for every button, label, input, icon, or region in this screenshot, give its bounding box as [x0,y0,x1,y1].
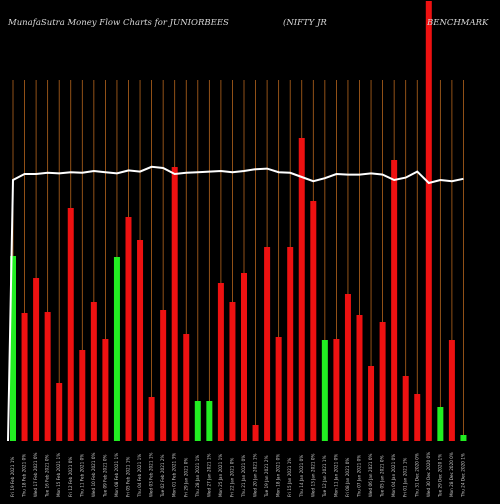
money-flow-bar [102,339,109,441]
chart-title-symbol: (NIFTY JR [283,18,327,28]
money-flow-bar [368,366,375,441]
x-tick-label: Tue 05 Jan 2021 0% [380,455,385,498]
money-flow-bar [90,302,97,441]
money-flow-bar [67,208,74,441]
money-flow-bar [113,257,120,441]
x-tick-label: Mon 15 Feb 2021 1% [56,453,61,497]
x-tick-label: Mon 04 Jan 2021 0% [391,454,396,497]
x-tick-label: Thu 31 Dec 2020 0% [414,453,419,498]
money-flow-bar [171,167,178,441]
money-flow-bar [356,315,363,441]
x-tick-label: Thu 24 Dec 2020 1% [460,453,465,498]
money-flow-bar [425,1,432,441]
x-tick-label: Tue 02 Feb 2021 2% [160,454,165,498]
money-flow-bar [137,240,144,441]
x-tick-label: Fri 08 Jan 2021 0% [345,458,350,497]
x-tick-label: Tue 12 Jan 2021 1% [322,455,327,498]
x-tick-label: Thu 14 Jan 2021 0% [299,455,304,498]
x-axis-labels: Fri 19 Feb 2021 1% Thu 18 Feb 2021 0% Wed … [10,452,465,498]
money-flow-bar [148,397,155,441]
x-tick-label: Wed 10 Feb 2021 0% [91,452,96,497]
money-flow-bar [448,340,455,441]
money-flow-bar [125,217,132,441]
money-flow-bar [287,247,294,441]
x-tick-label: Fri 01 Jan 2021 1% [403,458,408,497]
x-tick-label: Tue 29 Dec 2020 1% [437,454,442,498]
x-tick-label: Fri 05 Feb 2021 1% [126,457,131,497]
money-flow-bar [56,383,63,441]
price-line [7,165,464,442]
bar-series [10,1,467,441]
x-tick-label: Mon 11 Jan 2021 0% [333,454,338,497]
chart-title-benchmark: BENCHMARK [427,18,489,28]
x-tick-label: Fri 29 Jan 2021 0% [183,458,188,497]
money-flow-bar [194,401,201,441]
money-flow-bar [437,407,444,441]
money-flow-bar [310,201,317,441]
x-tick-label: Tue 19 Jan 2021 2% [264,455,269,498]
money-flow-bar [379,322,386,441]
x-tick-label: Mon 01 Feb 2021 3% [172,453,177,497]
x-tick-label: Wed 30 Dec 2020 0% [426,452,431,497]
money-flow-bar [275,337,282,441]
money-flow-bar [21,313,28,441]
x-tick-label: Thu 07 Jan 2021 0% [357,455,362,498]
money-flow-bar [10,256,16,441]
money-flow-bar [33,278,40,441]
x-tick-label: Mon 25 Jan 2021 1% [218,454,223,497]
money-flow-bar [321,340,328,441]
money-flow-bar [298,138,305,441]
x-tick-label: Thu 21 Jan 2021 0% [241,455,246,498]
money-flow-bar [391,160,398,441]
money-flow-bar [183,334,190,441]
x-tick-label: Fri 15 Jan 2021 1% [287,458,292,497]
money-flow-bar [206,401,213,441]
money-flow-bar [160,310,167,441]
x-tick-label: Wed 20 Jan 2021 1% [253,453,258,497]
money-flow-bar [229,302,236,441]
money-flow-bar [217,283,224,441]
x-tick-label: Mon 18 Jan 2021 0% [276,454,281,497]
money-flow-bar [402,376,409,441]
x-tick-label: Wed 13 Jan 2021 0% [310,453,315,497]
x-tick-label: Mon 08 Feb 2021 1% [114,453,119,497]
x-tick-label: Tue 09 Feb 2021 0% [102,454,107,498]
x-tick-label: Wed 06 Jan 2021 0% [368,453,373,497]
x-tick-label: Fri 22 Jan 2021 0% [229,458,234,497]
money-flow-bar [264,247,271,441]
x-tick-label: Thu 18 Feb 2021 0% [22,454,27,498]
money-flow-bar [414,394,421,441]
x-tick-label: Mon 28 Dec 2020 0% [449,452,454,497]
chart-title: MunafaSutra Money Flow Charts for JUNIOR… [8,18,229,28]
x-tick-label: Wed 03 Feb 2021 1% [149,452,154,497]
x-tick-label: Wed 17 Feb 2021 0% [33,452,38,497]
x-tick-label: Thu 28 Jan 2021 1% [195,455,200,498]
x-tick-label: Fri 12 Feb 2021 0% [68,457,73,497]
money-flow-bar [252,425,259,441]
money-flow-bar [241,273,247,441]
x-tick-label: Fri 19 Feb 2021 1% [10,457,15,497]
x-tick-label: Tue 16 Feb 2021 0% [45,454,50,498]
price-line-series [7,165,464,442]
x-tick-label: Thu 11 Feb 2021 0% [79,454,84,498]
money-flow-bar [44,312,51,441]
money-flow-bar [333,339,340,441]
x-tick-label: Thu 04 Feb 2021 1% [137,454,142,498]
money-flow-bar [460,435,467,441]
x-tick-label: Wed 27 Jan 2021 1% [206,453,211,497]
money-flow-bar [79,350,86,441]
money-flow-bar [344,294,351,441]
